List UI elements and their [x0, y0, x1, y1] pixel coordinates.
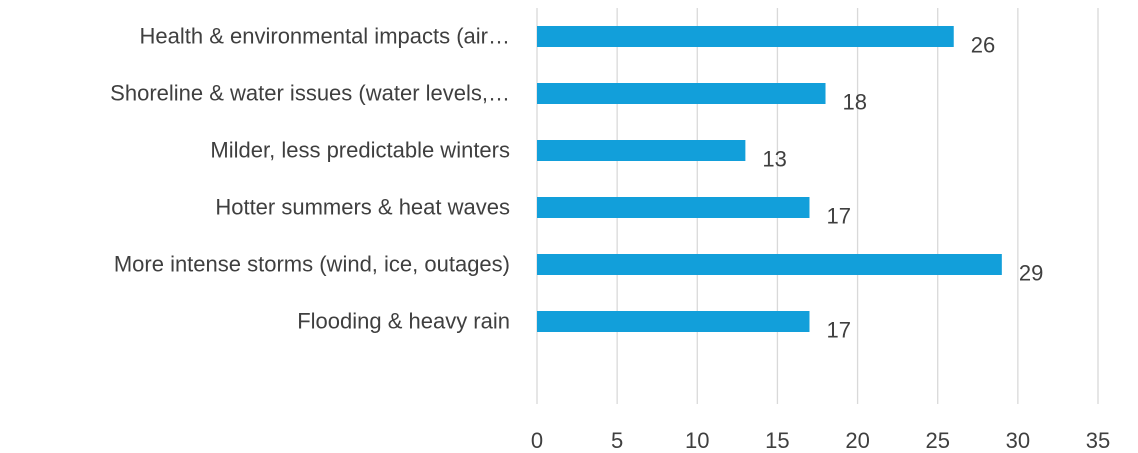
data-label-1: 18 [843, 90, 867, 115]
x-tick-label-5: 5 [611, 428, 623, 453]
data-label-4: 29 [1019, 261, 1043, 286]
data-label-3: 17 [826, 204, 850, 229]
category-label-3: Hotter summers & heat waves [215, 195, 510, 220]
bar-2 [537, 140, 746, 161]
bar-5 [537, 311, 810, 332]
x-tick-label-25: 25 [925, 428, 949, 453]
bar-1 [537, 83, 826, 104]
category-labels: Health & environmental impacts (air… Shor… [110, 24, 510, 334]
x-tick-label-20: 20 [845, 428, 869, 453]
bar-4 [537, 254, 1002, 275]
x-tick-label-35: 35 [1086, 428, 1110, 453]
category-label-5: Flooding & heavy rain [297, 309, 510, 334]
x-tick-label-0: 0 [531, 428, 543, 453]
category-label-4: More intense storms (wind, ice, outages) [114, 252, 510, 277]
bar-3 [537, 197, 810, 218]
x-tick-label-30: 30 [1006, 428, 1030, 453]
x-tick-label-15: 15 [765, 428, 789, 453]
category-label-0: Health & environmental impacts (air… [140, 24, 510, 49]
bars [537, 26, 1002, 332]
data-labels: 26 18 13 17 29 17 [762, 33, 1043, 343]
x-axis-tick-labels: 0 5 10 15 20 25 30 35 [531, 428, 1110, 453]
bar-0 [537, 26, 954, 47]
category-label-2: Milder, less predictable winters [210, 138, 510, 163]
data-label-2: 13 [762, 147, 786, 172]
data-label-0: 26 [971, 33, 995, 58]
data-label-5: 17 [826, 318, 850, 343]
x-tick-label-10: 10 [685, 428, 709, 453]
category-label-1: Shoreline & water issues (water levels,… [110, 81, 510, 106]
